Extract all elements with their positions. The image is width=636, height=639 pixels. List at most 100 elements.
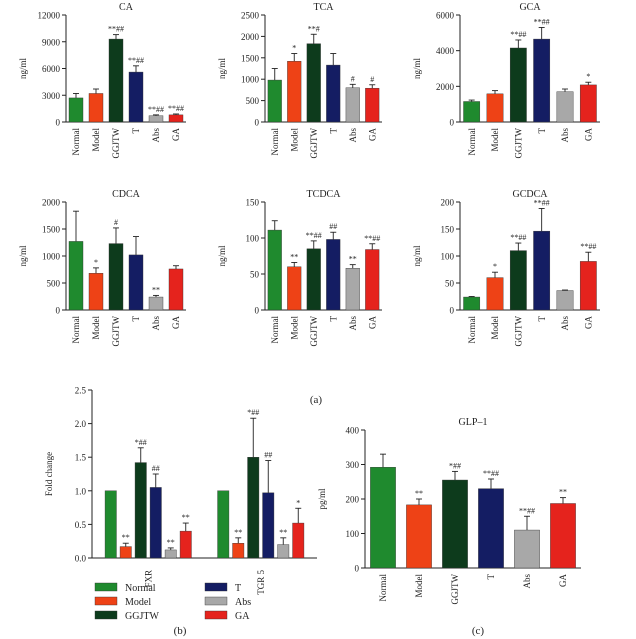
GCDCA-bar-GA-annotation: **## (580, 242, 596, 251)
fold-bar-FXR-T-annotation: ## (152, 464, 160, 473)
fold-bar-TGR5-GA-annotation: * (296, 498, 300, 507)
TCDCA-bar-Abs-annotation: ** (349, 255, 357, 264)
TCA-xlabel-GA: GA (367, 128, 377, 141)
GCDCA-bar-Normal (463, 296, 481, 311)
TCDCA-bar-Model-annotation: ** (290, 252, 298, 261)
GCA-bar-GGJTW (509, 47, 527, 123)
GLP1-ytick-label-3: 300 (346, 460, 360, 470)
fold-ytick-label-0: 0.0 (75, 554, 87, 564)
TCA-bar-Abs (345, 87, 360, 123)
TCDCA-title: TCDCA (307, 189, 342, 200)
GCA-xlabel-GA: GA (583, 128, 593, 141)
CDCA-bar-Normal (68, 241, 84, 311)
GCDCA-xlabel-Model: Model (490, 316, 500, 340)
fold-bar-TGR5-Model (232, 543, 245, 559)
chart-TCDCA: 050100150ng/mlTCDCANormal**Model**##GGJT… (217, 189, 382, 347)
CA-bar-GGJTW-annotation: **## (108, 25, 124, 34)
legend-swatch-Abs (204, 596, 228, 606)
GCDCA-title: GCDCA (512, 189, 548, 200)
CA-bar-Abs (148, 115, 164, 123)
CA-bar-T-annotation: **## (128, 56, 144, 65)
legend-swatch-Normal (94, 582, 118, 592)
CDCA-bar-GGJTW-annotation: # (114, 218, 118, 227)
GLP1-xlabel-Abs: Abs (522, 574, 532, 589)
GCDCA-bar-Abs (556, 290, 574, 311)
GLP1-ytick-label-2: 200 (346, 495, 360, 505)
CA-ytick-label-4: 12000 (38, 11, 61, 21)
TCA-bar-Model (287, 61, 302, 123)
GCA-xlabel-Normal: Normal (467, 128, 477, 156)
GLP1-title: GLP–1 (459, 417, 488, 428)
fold-bar-TGR5-Abs (277, 544, 290, 559)
TCA-bar-Model-annotation: * (292, 44, 296, 53)
GCA-xlabel-Abs: Abs (560, 128, 570, 143)
CDCA-xlabel-GGJTW: GGJTW (111, 316, 121, 347)
GLP1-bar-Abs (514, 529, 540, 569)
GCDCA-ylabel: ng/ml (412, 245, 422, 267)
TCA-ylabel: ng/ml (217, 58, 227, 80)
CDCA-xlabel-Model: Model (91, 316, 101, 340)
GCDCA-xlabel-T: T (537, 316, 547, 322)
GCDCA-ytick-label-3: 150 (441, 225, 455, 235)
TCA-bar-GA (365, 87, 380, 123)
CDCA-bar-GGJTW (108, 243, 124, 311)
TCDCA-ytick-label-0: 0 (255, 306, 260, 316)
fold-bar-TGR5-Normal (217, 490, 230, 559)
CA-xlabel-GA: GA (171, 128, 181, 141)
GCDCA-ytick-label-0: 0 (450, 306, 455, 316)
chart-GCDCA: 0 50 100 150 200 ng/ml GCDCA Normal * Model **## GG… (412, 189, 600, 347)
fold-bar-FXR-Abs (164, 549, 177, 559)
CDCA-ytick-label-0: 0 (56, 306, 61, 316)
GCA-bar-T (533, 38, 551, 123)
chart-TCA: 0 500 1000 1500 2000 2500 ng/ml TCA Normal * Model… (217, 2, 382, 159)
CDCA-bar-Model-annotation: * (94, 258, 98, 267)
GCA-title: GCA (519, 2, 541, 13)
GLP1-xlabel-Model: Model (414, 574, 424, 598)
GLP1-bar-T (478, 488, 504, 569)
CDCA-ytick-label-2: 1000 (42, 252, 61, 262)
TCA-bar-Abs-annotation: # (351, 74, 355, 83)
legend: Normal T Model Abs GGJTW GA (94, 582, 251, 622)
TCA-xlabel-GGJTW: GGJTW (309, 128, 319, 159)
TCDCA-ytick-label-2: 100 (246, 234, 260, 244)
fold-xlabel-1: TGR 5 (256, 570, 266, 595)
TCA-ytick-label-2: 1000 (241, 75, 260, 85)
GCA-ytick-label-3: 6000 (436, 11, 455, 21)
GLP1-xlabel-GGJTW: GGJTW (450, 574, 460, 605)
GCA-ylabel: ng/ml (412, 58, 422, 80)
CDCA-bar-T (128, 254, 144, 311)
GLP1-ytick-label-1: 100 (346, 529, 360, 539)
GCA-bar-Model (486, 93, 504, 123)
panel-label-b: (b) (174, 625, 187, 637)
panel-label-c: (c) (472, 625, 485, 637)
CDCA-bar-Model (88, 273, 104, 311)
CA-bar-GA (168, 114, 184, 123)
TCDCA-bar-T (326, 239, 341, 311)
TCA-ytick-label-3: 1500 (241, 53, 260, 63)
fold-bar-FXR-GA-annotation: ** (182, 513, 190, 522)
TCDCA-ylabel: ng/ml (217, 245, 227, 267)
fold-bar-TGR5-Model-annotation: ** (234, 528, 242, 537)
GCA-xlabel-T: T (537, 128, 547, 134)
GCA-ytick-label-0: 0 (450, 118, 455, 128)
GCDCA-ytick-label-1: 50 (445, 279, 455, 289)
GCDCA-bar-Model (486, 277, 504, 311)
fold-bar-FXR-Normal (104, 490, 117, 559)
GLP1-xlabel-Normal: Normal (378, 574, 388, 602)
TCDCA-xlabel-GA: GA (367, 316, 377, 329)
GCDCA-bar-T (533, 230, 551, 311)
legend-label-Normal: Normal (125, 583, 156, 594)
CDCA-ytick-label-1: 500 (47, 279, 61, 289)
fold-bar-TGR5-GA (292, 522, 305, 559)
panel-label-a: (a) (310, 394, 323, 406)
CA-bar-GGJTW (108, 38, 124, 123)
CDCA-bar-Abs (148, 296, 164, 311)
TCA-xlabel-T: T (328, 128, 338, 134)
TCDCA-bar-Normal (267, 229, 282, 311)
TCA-xlabel-Abs: Abs (348, 128, 358, 143)
fold-ytick-label-4: 2.0 (75, 419, 87, 429)
fold-bar-FXR-GGJTW-annotation: *## (135, 438, 147, 447)
fold-bar-FXR-GGJTW (134, 462, 147, 559)
TCA-ytick-label-0: 0 (255, 118, 260, 128)
